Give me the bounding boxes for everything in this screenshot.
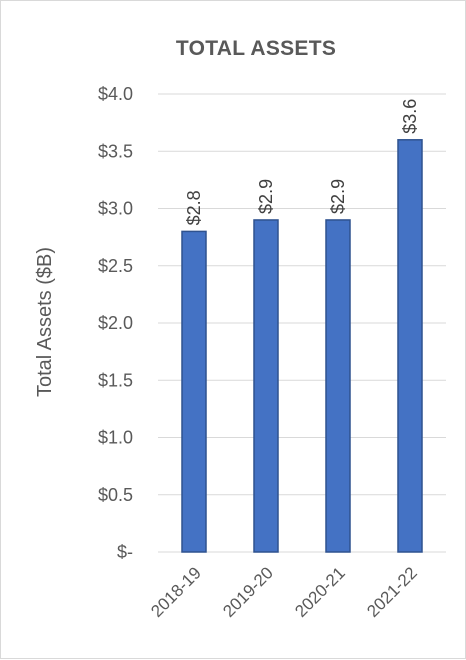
- bars: [181, 139, 423, 553]
- bar: [397, 139, 423, 553]
- y-tick-label: $4.0: [98, 84, 133, 104]
- x-tick-label: 2020-21: [291, 563, 349, 621]
- data-label: $2.9: [256, 179, 276, 214]
- data-labels: $2.8 $2.9 $2.9 $3.6: [184, 99, 420, 226]
- y-tick-label: $0.5: [98, 485, 133, 505]
- bar: [325, 219, 351, 553]
- data-label: $2.9: [328, 179, 348, 214]
- x-axis-ticks: 2018-19 2019-20 2020-21 2021-22: [147, 563, 421, 621]
- bar: [253, 219, 279, 553]
- y-tick-label: $2.5: [98, 256, 133, 276]
- y-tick-label: $3.0: [98, 199, 133, 219]
- x-tick-label: 2021-22: [363, 563, 421, 621]
- y-tick-label: $2.0: [98, 313, 133, 333]
- x-tick-label: 2019-20: [219, 563, 277, 621]
- data-label: $2.8: [184, 190, 204, 225]
- y-axis-ticks: $- $0.5 $1.0 $1.5 $2.0 $2.5 $3.0 $3.5 $4.0: [98, 84, 133, 562]
- y-tick-label: $1.5: [98, 370, 133, 390]
- y-tick-label: $1.0: [98, 428, 133, 448]
- y-tick-label: $3.5: [98, 141, 133, 161]
- y-tick-label: $-: [117, 542, 133, 562]
- chart-title: TOTAL ASSETS: [176, 37, 336, 60]
- data-label: $3.6: [400, 99, 420, 134]
- x-tick-label: 2018-19: [147, 563, 205, 621]
- y-axis-title: Total Assets ($B): [34, 247, 56, 397]
- bar: [181, 230, 207, 553]
